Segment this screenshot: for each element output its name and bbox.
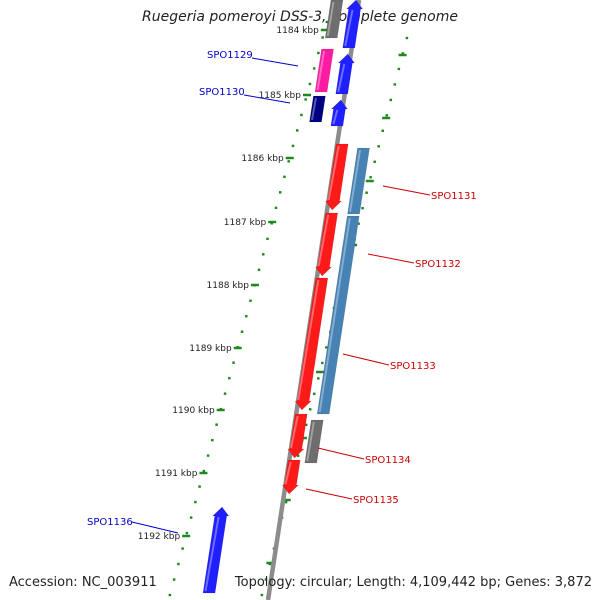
tick-label: 1184 kbp <box>276 26 319 36</box>
gene-grey-low[interactable] <box>304 419 324 464</box>
gene-leader-line <box>131 521 179 534</box>
gene-leader-line <box>367 253 415 264</box>
gene-forward-3[interactable] <box>330 99 349 127</box>
gene-leader-line <box>251 57 299 67</box>
tick-label: 1190 kbp <box>172 406 215 416</box>
gene-spo1130[interactable] <box>309 95 326 123</box>
label-layer: SPO1129 SPO1130 SPO1131 SPO1132 SPO1133 SPO11… <box>87 50 477 534</box>
map-title: Ruegeria pomeroyi DSS-3, complete genome <box>142 9 458 25</box>
gene-leader-line <box>342 353 390 366</box>
tick-label: 1185 kbp <box>259 91 302 101</box>
gene-highlight <box>317 214 330 267</box>
gene-highlight <box>344 9 354 47</box>
gene-label-spo1136: SPO1136 <box>87 517 133 528</box>
tick-label: 1186 kbp <box>241 154 284 164</box>
gene-grey-top[interactable] <box>324 0 344 39</box>
gene-highlight <box>306 421 315 462</box>
gene-label-spo1131: SPO1131 <box>431 191 477 202</box>
gene-highlight <box>290 415 299 449</box>
accession-text: Accession: NC_003911 <box>9 575 157 590</box>
genome-summary: Topology: circular; Length: 4,109,442 bp… <box>234 575 592 590</box>
tick-label: 1189 kbp <box>189 344 232 354</box>
gene-spo1134[interactable] <box>287 413 308 459</box>
tick-label: 1187 kbp <box>224 218 267 228</box>
gene-highlight <box>327 145 340 201</box>
gene-highlight <box>349 149 362 213</box>
gene-highlight <box>332 109 339 125</box>
gene-forward-top[interactable] <box>342 0 364 49</box>
gene-leader-line <box>243 94 291 104</box>
gene-label-spo1130: SPO1130 <box>199 87 245 98</box>
gene-label-spo1134: SPO1134 <box>365 455 411 466</box>
gene-label-spo1135: SPO1135 <box>353 495 399 506</box>
gene-spo1132[interactable] <box>314 212 339 277</box>
gene-spo1129[interactable] <box>314 48 334 93</box>
gene-leader-line <box>305 488 353 500</box>
gene-layer[interactable] <box>202 0 370 594</box>
gene-highlight <box>204 516 220 592</box>
gene-highlight <box>318 217 351 413</box>
gene-spo1131[interactable] <box>324 143 349 211</box>
gene-steelblue-2[interactable] <box>316 215 360 415</box>
gene-label-spo1133: SPO1133 <box>390 361 436 372</box>
gene-leader-line <box>382 185 431 196</box>
gene-highlight <box>337 63 346 93</box>
tick-label: 1191 kbp <box>155 469 198 479</box>
gene-highlight <box>284 461 292 485</box>
gene-leader-line <box>317 447 365 460</box>
gene-highlight <box>326 1 335 37</box>
gene-spo1135[interactable] <box>281 459 301 495</box>
gene-spo1133[interactable] <box>294 277 329 411</box>
gene-highlight <box>316 50 326 91</box>
gene-steelblue-1[interactable] <box>347 147 370 215</box>
gene-highlight <box>311 97 317 121</box>
gene-label-spo1132: SPO1132 <box>415 259 461 270</box>
gene-highlight <box>297 279 320 401</box>
tick-label: 1192 kbp <box>138 532 181 542</box>
gene-forward-2[interactable] <box>335 53 356 95</box>
tick-label: 1188 kbp <box>207 281 250 291</box>
gene-spo1136[interactable] <box>202 506 230 594</box>
tick-layer: 1184 kbp 1185 kbp 1186 kbp 1187 kbp 1188 kbp… <box>138 20 409 597</box>
gene-label-spo1129: SPO1129 <box>207 50 253 61</box>
